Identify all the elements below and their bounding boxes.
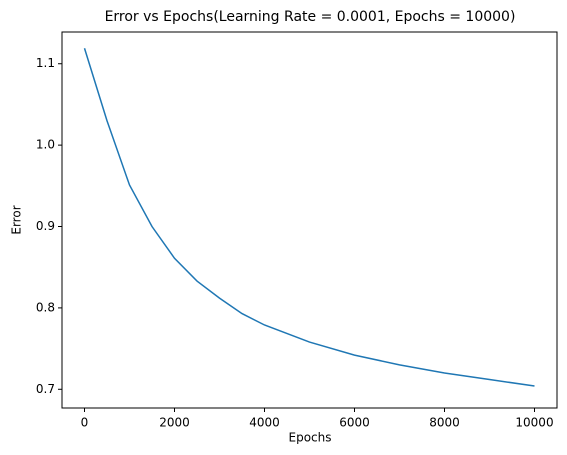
line-series	[83, 48, 535, 387]
x-tick-label: 2000	[159, 416, 190, 430]
y-tick-label: 0.7	[36, 382, 55, 396]
x-tick-label: 0	[81, 416, 89, 430]
y-axis-label: Error	[10, 205, 24, 234]
x-tick-label: 6000	[339, 416, 370, 430]
plot-frame	[61, 31, 558, 409]
x-tick-label: 8000	[429, 416, 460, 430]
y-tick-label: 1.1	[36, 56, 55, 70]
y-tick-label: 1.0	[36, 138, 55, 152]
x-tick-label: 10000	[515, 416, 553, 430]
chart-title: Error vs Epochs(Learning Rate = 0.0001, …	[105, 9, 516, 25]
x-axis-label: Epochs	[289, 431, 332, 445]
y-tick-label: 0.8	[36, 300, 55, 314]
x-tick-label: 4000	[249, 416, 280, 430]
y-tick-label: 0.9	[36, 219, 55, 233]
